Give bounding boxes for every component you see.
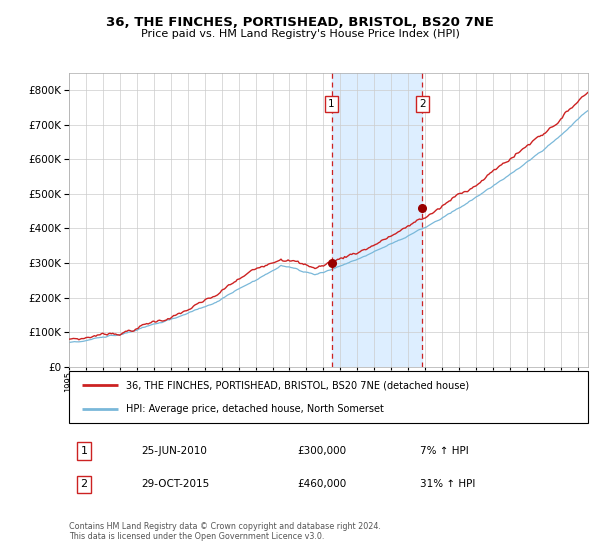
Text: £460,000: £460,000	[297, 479, 346, 489]
Text: 36, THE FINCHES, PORTISHEAD, BRISTOL, BS20 7NE: 36, THE FINCHES, PORTISHEAD, BRISTOL, BS…	[106, 16, 494, 29]
Text: 2: 2	[80, 479, 88, 489]
Text: Contains HM Land Registry data © Crown copyright and database right 2024.
This d: Contains HM Land Registry data © Crown c…	[69, 522, 381, 542]
Text: 36, THE FINCHES, PORTISHEAD, BRISTOL, BS20 7NE (detached house): 36, THE FINCHES, PORTISHEAD, BRISTOL, BS…	[126, 380, 469, 390]
Text: 1: 1	[80, 446, 88, 456]
Text: 1: 1	[328, 99, 335, 109]
Text: Price paid vs. HM Land Registry's House Price Index (HPI): Price paid vs. HM Land Registry's House …	[140, 29, 460, 39]
Text: 7% ↑ HPI: 7% ↑ HPI	[420, 446, 469, 456]
Text: 29-OCT-2015: 29-OCT-2015	[141, 479, 209, 489]
Bar	[332, 73, 422, 367]
Text: HPI: Average price, detached house, North Somerset: HPI: Average price, detached house, Nort…	[126, 404, 384, 414]
FancyBboxPatch shape	[69, 371, 588, 423]
Text: 2: 2	[419, 99, 425, 109]
Text: 25-JUN-2010: 25-JUN-2010	[141, 446, 207, 456]
Text: £300,000: £300,000	[297, 446, 346, 456]
Text: 31% ↑ HPI: 31% ↑ HPI	[420, 479, 475, 489]
